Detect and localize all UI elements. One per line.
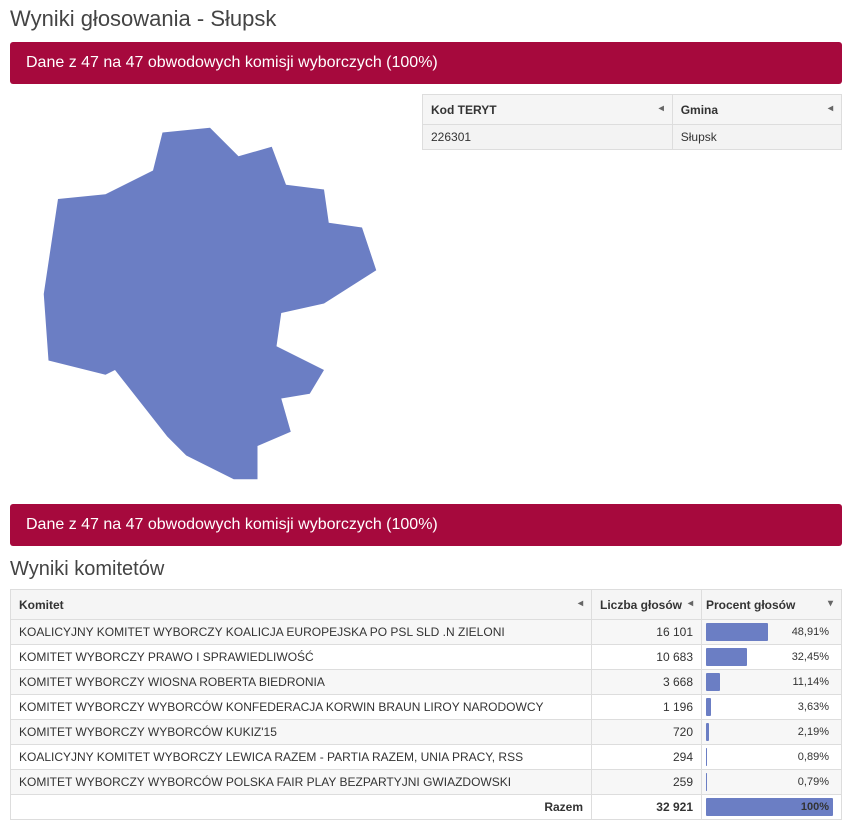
commission-banner-2: Dane z 47 na 47 obwodowych komisji wybor… — [10, 504, 842, 546]
percent-bar-fill — [706, 773, 707, 791]
sort-icon[interactable]: ▾ — [828, 598, 833, 609]
gmina-header-gmina[interactable]: Gmina ◂ — [672, 95, 841, 125]
cell-votes: 720 — [592, 720, 702, 745]
committees-table: Komitet ◂ Liczba głosów ◂ Procent głosów… — [10, 589, 842, 820]
header-label: Kod TERYT — [431, 103, 497, 117]
percent-bar: 11,14% — [706, 673, 833, 691]
cell-percent: 100% — [702, 795, 842, 820]
map-polygon[interactable] — [44, 128, 377, 480]
cell-percent: 11,14% — [702, 670, 842, 695]
percent-bar: 100% — [706, 798, 833, 816]
cell-committee-name: KOMITET WYBORCZY PRAWO I SPRAWIEDLIWOŚĆ — [11, 645, 592, 670]
header-label: Liczba głosów — [600, 598, 682, 612]
cell-gmina: Słupsk — [672, 125, 841, 150]
committees-header-percent[interactable]: Procent głosów ▾ — [702, 590, 842, 620]
percent-bar: 2,19% — [706, 723, 833, 741]
percent-bar-fill — [706, 698, 711, 716]
cell-committee-name: KOMITET WYBORCZY WYBORCÓW KONFEDERACJA K… — [11, 695, 592, 720]
header-label: Gmina — [681, 103, 718, 117]
cell-committee-name: KOMITET WYBORCZY WIOSNA ROBERTA BIEDRONI… — [11, 670, 592, 695]
cell-total-votes: 32 921 — [592, 795, 702, 820]
sort-icon[interactable]: ◂ — [659, 103, 664, 114]
percent-label: 3,63% — [798, 698, 829, 716]
cell-percent: 48,91% — [702, 620, 842, 645]
header-label: Komitet — [19, 598, 64, 612]
table-row: KOMITET WYBORCZY PRAWO I SPRAWIEDLIWOŚĆ1… — [11, 645, 842, 670]
percent-bar: 32,45% — [706, 648, 833, 666]
committees-header-votes[interactable]: Liczba głosów ◂ — [592, 590, 702, 620]
cell-votes: 10 683 — [592, 645, 702, 670]
percent-bar: 0,89% — [706, 748, 833, 766]
percent-label: 0,89% — [798, 748, 829, 766]
map-area — [10, 94, 410, 494]
percent-label: 2,19% — [798, 723, 829, 741]
percent-bar-fill — [706, 648, 747, 666]
table-row: KOMITET WYBORCZY WYBORCÓW KONFEDERACJA K… — [11, 695, 842, 720]
cell-committee-name: KOALICYJNY KOMITET WYBORCZY LEWICA RAZEM… — [11, 745, 592, 770]
percent-bar: 0,79% — [706, 773, 833, 791]
table-row: KOALICYJNY KOMITET WYBORCZY KOALICJA EUR… — [11, 620, 842, 645]
cell-committee-name: KOMITET WYBORCZY WYBORCÓW POLSKA FAIR PL… — [11, 770, 592, 795]
percent-bar-fill — [706, 748, 707, 766]
percent-label: 11,14% — [793, 673, 830, 691]
cell-votes: 3 668 — [592, 670, 702, 695]
table-row: KOMITET WYBORCZY WIOSNA ROBERTA BIEDRONI… — [11, 670, 842, 695]
table-row-total: Razem32 921 100% — [11, 795, 842, 820]
header-label: Procent głosów — [706, 598, 795, 612]
committees-header-name[interactable]: Komitet ◂ — [11, 590, 592, 620]
percent-bar: 48,91% — [706, 623, 833, 641]
cell-percent: 3,63% — [702, 695, 842, 720]
sort-icon[interactable]: ◂ — [828, 103, 833, 114]
cell-total-label: Razem — [11, 795, 592, 820]
committees-title: Wyniki komitetów — [10, 558, 842, 581]
gmina-table: Kod TERYT ◂ Gmina ◂ 226301Słupsk — [422, 94, 842, 150]
percent-bar-fill — [706, 623, 768, 641]
cell-votes: 1 196 — [592, 695, 702, 720]
percent-label: 32,45% — [792, 648, 829, 666]
cell-percent: 0,79% — [702, 770, 842, 795]
map-shape[interactable] — [20, 104, 400, 484]
percent-label: 48,91% — [792, 623, 829, 641]
table-row: KOMITET WYBORCZY WYBORCÓW KUKIZ'15720 2,1… — [11, 720, 842, 745]
gmina-header-teryt[interactable]: Kod TERYT ◂ — [423, 95, 673, 125]
cell-votes: 16 101 — [592, 620, 702, 645]
page-title: Wyniki głosowania - Słupsk — [10, 6, 842, 32]
cell-votes: 294 — [592, 745, 702, 770]
percent-bar-fill — [706, 723, 709, 741]
cell-committee-name: KOALICYJNY KOMITET WYBORCZY KOALICJA EUR… — [11, 620, 592, 645]
cell-percent: 0,89% — [702, 745, 842, 770]
cell-percent: 2,19% — [702, 720, 842, 745]
cell-votes: 259 — [592, 770, 702, 795]
table-row: KOMITET WYBORCZY WYBORCÓW POLSKA FAIR PL… — [11, 770, 842, 795]
cell-teryt: 226301 — [423, 125, 673, 150]
cell-committee-name: KOMITET WYBORCZY WYBORCÓW KUKIZ'15 — [11, 720, 592, 745]
table-row[interactable]: 226301Słupsk — [423, 125, 842, 150]
sort-icon[interactable]: ◂ — [578, 598, 583, 609]
cell-percent: 32,45% — [702, 645, 842, 670]
table-row: KOALICYJNY KOMITET WYBORCZY LEWICA RAZEM… — [11, 745, 842, 770]
percent-label: 100% — [801, 798, 829, 816]
commission-banner: Dane z 47 na 47 obwodowych komisji wybor… — [10, 42, 842, 84]
sort-icon[interactable]: ◂ — [688, 598, 693, 609]
percent-label: 0,79% — [798, 773, 829, 791]
percent-bar: 3,63% — [706, 698, 833, 716]
percent-bar-fill — [706, 673, 720, 691]
